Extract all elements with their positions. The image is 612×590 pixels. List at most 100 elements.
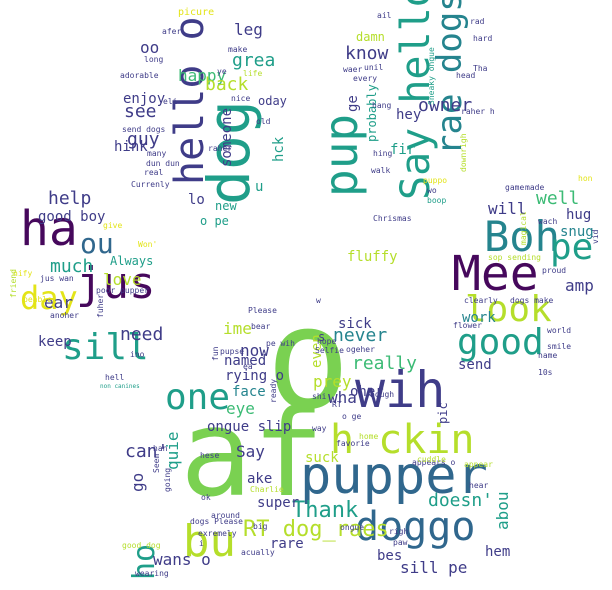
cloud-word: hey [396,107,422,123]
cloud-word: sick [338,316,372,332]
cloud-word: acually [241,548,275,557]
cloud-word: nice [231,94,251,103]
cloud-word: happy [178,66,227,85]
cloud-word: oday [258,94,287,108]
cloud-word: hear [469,481,489,490]
cloud-word: o pe [200,214,229,228]
cloud-word: bes [377,548,403,564]
cloud-word: damn [356,30,385,44]
cloud-word: RT dog_raes [243,517,389,542]
cloud-word: sill pe [400,558,468,577]
cloud-word: help [48,188,92,209]
cloud-word: pupse [220,347,245,356]
cloud-word: ge [345,95,361,112]
cloud-word: going [163,467,172,492]
cloud-word: hese [200,451,220,460]
cloud-word: good dog [122,541,161,550]
cloud-word: guy [127,129,160,150]
cloud-word: vid [591,229,600,244]
cloud-word: fir [390,142,416,158]
cloud-word: leg [234,20,263,39]
cloud-word: Say [236,442,265,461]
cloud-word: ail [377,11,392,20]
cloud-word: wach [538,217,558,226]
cloud-word: lo [188,192,205,208]
cloud-word: ok [201,493,211,502]
cloud-word: boop [427,196,447,205]
cloud-word: walk [371,166,391,175]
cloud-word: rying o [225,368,285,384]
cloud-word: face [232,384,266,400]
cloud-word: han [153,444,168,453]
cloud-word: keep [38,334,72,350]
cloud-word: unil [364,63,384,72]
cloud-word: wha [328,388,357,407]
cloud-word: ou [80,227,114,260]
cloud-word: fun [211,346,220,361]
cloud-word: bear [251,322,271,331]
cloud-word: w [316,296,321,305]
cloud-word: big [253,522,268,531]
cloud-word: ea [243,362,253,371]
cloud-word: oher [350,384,384,400]
cloud-word: downrigh [459,133,468,172]
cloud-word: owner [418,95,473,116]
cloud-word: cuddle [417,455,446,464]
cloud-word: doggo [355,504,476,550]
cloud-word: magical [519,211,528,245]
cloud-word: hope [317,337,337,346]
cloud-word: wans o [153,550,211,569]
cloud-word: pupper [300,446,488,506]
cloud-word: non canines [100,383,140,390]
cloud-word: hem [485,544,511,560]
cloud-word: poor pupper [96,286,149,295]
cloud-word: know [345,43,389,64]
cloud-word: grea [232,50,276,71]
cloud-word: well [536,188,580,209]
cloud-word: bu [183,516,236,567]
cloud-word: u [255,179,264,195]
cloud-word: o ge [342,412,362,421]
cloud-word: ready [269,378,278,403]
cloud-word: ongue [340,523,365,532]
cloud-word: pup [314,113,368,197]
cloud-word: Charlie [250,485,284,494]
cloud-word: every [353,74,378,83]
cloud-word: go [128,472,147,492]
cloud-word: hon [578,174,593,183]
cloud-word: give [103,221,123,230]
cloud-word: new [215,199,237,213]
cloud-word: look [465,289,552,330]
cloud-word: i [199,539,204,548]
cloud-word: long [144,55,164,64]
cloud-word: ongue slip [207,419,292,435]
cloud-word: dogs make [510,296,554,305]
cloud-word: sill [62,327,149,368]
cloud-word: Please [248,306,277,315]
cloud-word: hard [473,34,493,43]
cloud-word: peable [23,295,52,304]
cloud-word: Selfie [315,346,344,355]
cloud-word: around [211,511,240,520]
cloud-word: never [333,325,388,346]
cloud-word: amp [565,276,594,295]
cloud-word: Always [110,254,154,268]
cloud-word: exremely [198,529,237,538]
cloud-word: oo [140,38,160,57]
cloud-word: hang [372,101,392,110]
cloud-word: someone [219,107,235,167]
cloud-word: much [50,256,94,277]
cloud-word: work [462,310,496,326]
cloud-word: hink [114,139,148,155]
cloud-word: hough [370,390,395,399]
cloud-word: dun dun [146,159,180,168]
cloud-word: Seem [152,453,161,473]
cloud-word: nify [13,269,33,278]
cloud-word: make [228,45,248,54]
cloud-word: wo [427,186,437,195]
cloud-word: super [257,495,300,511]
cloud-word: 10s [538,368,553,377]
cloud-word: ime [223,319,252,338]
cloud-word: suck [305,450,339,466]
cloud-word: RT [332,400,342,409]
